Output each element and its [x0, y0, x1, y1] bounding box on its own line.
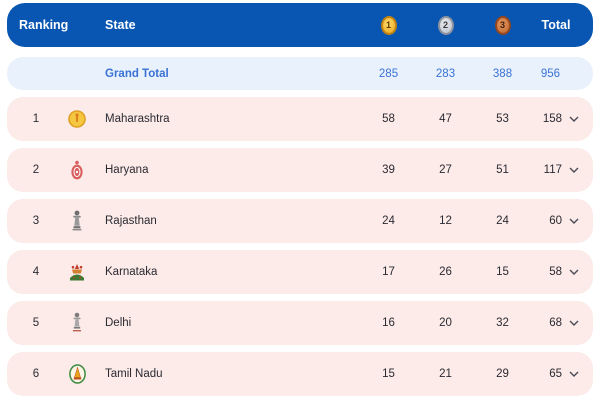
tamil-nadu-emblem-icon — [67, 363, 87, 385]
silver-count: 26 — [439, 266, 452, 278]
bronze-medal-icon: 3 — [494, 15, 511, 35]
total-count: 60 — [549, 215, 562, 227]
table-row[interactable]: 5 Delhi 16 20 32 68 — [7, 301, 593, 345]
rank-value: 6 — [32, 368, 40, 380]
silver-medal-icon: 2 — [437, 15, 454, 35]
state-name: Karnataka — [105, 266, 158, 278]
rank-value: 2 — [32, 164, 40, 176]
table-row[interactable]: 2 Haryana 39 27 51 117 — [7, 148, 593, 192]
silver-count: 20 — [439, 317, 452, 329]
state-name: Tamil Nadu — [105, 368, 163, 380]
grand-total-silver: 283 — [435, 67, 456, 80]
silver-column-header: 2 — [417, 15, 474, 35]
total-count: 58 — [549, 266, 562, 278]
chevron-down-icon[interactable] — [569, 371, 579, 377]
grand-total-total: 956 — [540, 67, 560, 80]
state-name: Haryana — [105, 164, 149, 176]
state-name: Rajasthan — [105, 215, 157, 227]
medal-tally-table: Ranking State 1 2 3 Total Grand Total 28… — [7, 3, 593, 396]
bronze-count: 53 — [496, 113, 509, 125]
total-count: 158 — [542, 113, 562, 125]
grand-total-gold: 285 — [378, 67, 399, 80]
rajasthan-emblem-icon — [67, 210, 87, 232]
gold-count: 17 — [382, 266, 395, 278]
rank-value: 3 — [32, 215, 40, 227]
bronze-count: 29 — [496, 368, 509, 380]
bronze-column-header: 3 — [474, 15, 531, 35]
total-count: 68 — [549, 317, 562, 329]
silver-count: 21 — [439, 368, 452, 380]
table-row[interactable]: 3 Rajasthan 24 12 24 60 — [7, 199, 593, 243]
grand-total-row: Grand Total 285 283 388 956 — [7, 57, 593, 90]
table-row[interactable]: 4 Karnataka 17 26 15 58 — [7, 250, 593, 294]
ranking-column-header: Ranking — [19, 18, 69, 32]
chevron-down-icon[interactable] — [569, 269, 579, 275]
gold-count: 24 — [382, 215, 395, 227]
state-column-header: State — [105, 18, 136, 32]
bronze-count: 24 — [496, 215, 509, 227]
silver-count: 47 — [439, 113, 452, 125]
gold-medal-icon: 1 — [380, 15, 397, 35]
gold-count: 39 — [382, 164, 395, 176]
total-column-header: Total — [531, 18, 581, 32]
bronze-count: 32 — [496, 317, 509, 329]
state-name: Maharashtra — [105, 113, 170, 125]
gold-column-header: 1 — [360, 15, 417, 35]
chevron-down-icon[interactable] — [569, 218, 579, 224]
silver-count: 12 — [439, 215, 452, 227]
gold-count: 58 — [382, 113, 395, 125]
total-count: 65 — [549, 368, 562, 380]
maharashtra-emblem-icon — [67, 108, 87, 130]
gold-count: 16 — [382, 317, 395, 329]
state-name: Delhi — [105, 317, 132, 329]
bronze-count: 51 — [496, 164, 509, 176]
total-count: 117 — [543, 164, 562, 176]
table-row[interactable]: 1 Maharashtra 58 47 53 158 — [7, 97, 593, 141]
grand-total-bronze: 388 — [492, 67, 513, 80]
gold-count: 15 — [382, 368, 395, 380]
silver-count: 27 — [439, 164, 452, 176]
total-label: Total — [541, 18, 571, 32]
grand-total-label: Grand Total — [105, 67, 169, 80]
table-header: Ranking State 1 2 3 Total — [7, 3, 593, 47]
karnataka-emblem-icon — [67, 261, 87, 283]
rank-value: 1 — [32, 113, 40, 125]
haryana-emblem-icon — [67, 159, 87, 181]
rank-value: 4 — [32, 266, 40, 278]
chevron-down-icon[interactable] — [569, 116, 579, 122]
chevron-down-icon[interactable] — [569, 320, 579, 326]
delhi-emblem-icon — [67, 312, 87, 334]
table-row[interactable]: 6 Tamil Nadu 15 21 29 65 — [7, 352, 593, 396]
rank-value: 5 — [32, 317, 40, 329]
chevron-down-icon[interactable] — [569, 167, 579, 173]
bronze-count: 15 — [496, 266, 509, 278]
